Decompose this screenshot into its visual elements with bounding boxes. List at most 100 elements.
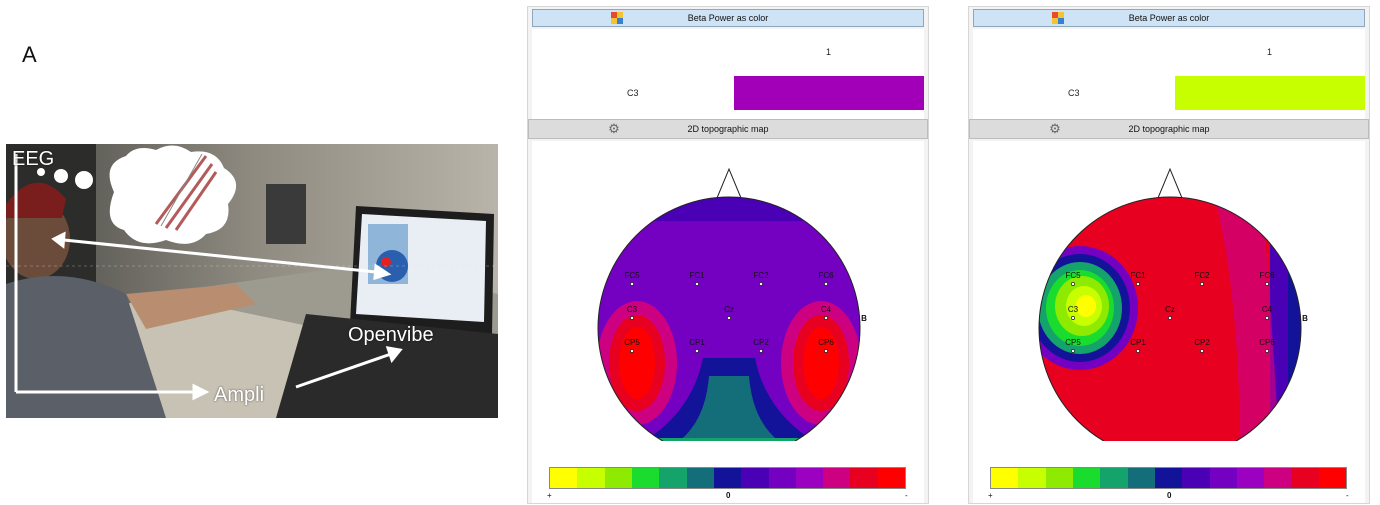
gear-icon: ⚙	[608, 121, 620, 136]
scale-swatch	[795, 468, 824, 488]
scale-swatch	[713, 468, 742, 488]
electrode-label-c4: C4	[820, 305, 832, 314]
scale-swatch	[1264, 468, 1292, 488]
bar-title-text: Beta Power as color	[687, 13, 769, 23]
edge-label: B	[1302, 314, 1308, 323]
electrode-marker	[630, 282, 634, 286]
openvibe-label: Openvibe	[348, 324, 434, 346]
electrode-marker	[1136, 282, 1140, 286]
electrode-marker	[695, 349, 699, 353]
scale-zero: 0	[1167, 491, 1172, 500]
electrode-label-fc1: FC1	[1130, 271, 1146, 280]
electrode-marker	[1200, 349, 1204, 353]
eeg-label: EEG	[12, 148, 55, 170]
color-scale-bar	[549, 467, 906, 489]
electrode-marker	[1200, 282, 1204, 286]
electrode-marker	[1265, 316, 1269, 320]
beta-power-icon	[1052, 12, 1064, 24]
electrode-marker	[759, 282, 763, 286]
beta-power-icon	[611, 12, 623, 24]
scale-zero: 0	[726, 491, 731, 500]
electrode-label-fc5: FC5	[1065, 271, 1081, 280]
scale-swatch	[1318, 468, 1347, 488]
electrode-marker	[1265, 349, 1269, 353]
electrode-marker	[1071, 349, 1075, 353]
electrode-marker	[1071, 316, 1075, 320]
scale-swatch	[1127, 468, 1155, 488]
edge-label: B	[861, 314, 867, 323]
electrode-label-c4: C4	[1261, 305, 1273, 314]
value-label: 1	[1267, 47, 1273, 57]
electrode-label-cp2: CP2	[1194, 338, 1210, 347]
electrode-label-c3: C3	[1067, 305, 1079, 314]
scale-swatch	[550, 468, 578, 488]
electrode-label-cp1: CP1	[1130, 338, 1146, 347]
topographic-map	[597, 167, 861, 441]
scale-plus: +	[547, 491, 552, 500]
scale-plus: +	[988, 491, 993, 500]
scale-swatch	[1072, 468, 1101, 488]
scale-swatch	[1236, 468, 1265, 488]
topomap-area: FC5 FC1 FC2 FC6 C3 Cz C4 CP5 CP1 CP2 CP6 B + 0 -	[532, 141, 924, 503]
openvibe-panel-c: Beta Power as color 1 C3 ⚙ 2D topographi…	[968, 6, 1370, 504]
map-title-text: 2D topographic map	[687, 124, 769, 134]
scale-swatch	[850, 468, 878, 488]
electrode-label-c3: C3	[626, 305, 638, 314]
power-display-area: 1 C3	[973, 29, 1365, 119]
scale-swatch	[1018, 468, 1046, 488]
beta-power-title-bar[interactable]: Beta Power as color	[973, 9, 1365, 27]
electrode-marker	[630, 316, 634, 320]
scale-swatch	[631, 468, 660, 488]
electrode-label-cp1: CP1	[689, 338, 705, 347]
topomap-fill	[1039, 197, 1301, 441]
topomap-fill	[598, 197, 860, 441]
scale-swatch	[823, 468, 851, 488]
electrode-marker	[1265, 282, 1269, 286]
electrode-label-cz: Cz	[724, 305, 734, 314]
scale-swatch	[604, 468, 632, 488]
electrode-label-cp2: CP2	[753, 338, 769, 347]
channel-label: C3	[1068, 88, 1080, 98]
scale-swatch	[1154, 468, 1183, 488]
electrode-label-fc2: FC2	[753, 271, 769, 280]
topomap-title-bar[interactable]: ⚙ 2D topographic map	[528, 119, 928, 139]
scale-swatch	[1100, 468, 1128, 488]
scale-swatch	[768, 468, 796, 488]
electrode-marker	[824, 282, 828, 286]
scale-minus: -	[1346, 491, 1349, 500]
scale-swatch	[741, 468, 769, 488]
electrode-marker	[759, 349, 763, 353]
electrode-label-cp6: CP6	[818, 338, 834, 347]
electrode-marker	[727, 316, 731, 320]
electrode-label-cp6: CP6	[1259, 338, 1275, 347]
electrode-label-cp5: CP5	[624, 338, 640, 347]
electrode-label-fc1: FC1	[689, 271, 705, 280]
scale-swatch	[1291, 468, 1319, 488]
value-label: 1	[826, 47, 832, 57]
scale-swatch	[877, 468, 906, 488]
scale-swatch	[686, 468, 714, 488]
setup-photo: EEG Openvibe Ampli	[6, 144, 498, 418]
electrode-marker	[824, 349, 828, 353]
power-display-area: 1 C3	[532, 29, 924, 119]
electrode-label-fc6: FC6	[1259, 271, 1275, 280]
electrode-label-cz: Cz	[1165, 305, 1175, 314]
scale-swatch	[1209, 468, 1237, 488]
scale-swatch	[1182, 468, 1210, 488]
topomap-title-bar[interactable]: ⚙ 2D topographic map	[969, 119, 1369, 139]
gear-icon: ⚙	[1049, 121, 1061, 136]
map-title-text: 2D topographic map	[1128, 124, 1210, 134]
color-scale-bar	[990, 467, 1347, 489]
ampli-label: Ampli	[214, 384, 265, 406]
channel-color-box	[734, 76, 924, 110]
electrode-label-fc6: FC6	[818, 271, 834, 280]
beta-power-title-bar[interactable]: Beta Power as color	[532, 9, 924, 27]
panel-letter-a: A	[22, 42, 37, 67]
scale-swatch	[1045, 468, 1073, 488]
openvibe-panel-b: Beta Power as color 1 C3 ⚙ 2D topographi…	[527, 6, 929, 504]
scale-minus: -	[905, 491, 908, 500]
electrode-marker	[1168, 316, 1172, 320]
channel-label: C3	[627, 88, 639, 98]
topomap-area: FC5 FC1 FC2 FC6 C3 Cz C4 CP5 CP1 CP2 CP6 B + 0 -	[973, 141, 1365, 503]
electrode-label-fc2: FC2	[1194, 271, 1210, 280]
